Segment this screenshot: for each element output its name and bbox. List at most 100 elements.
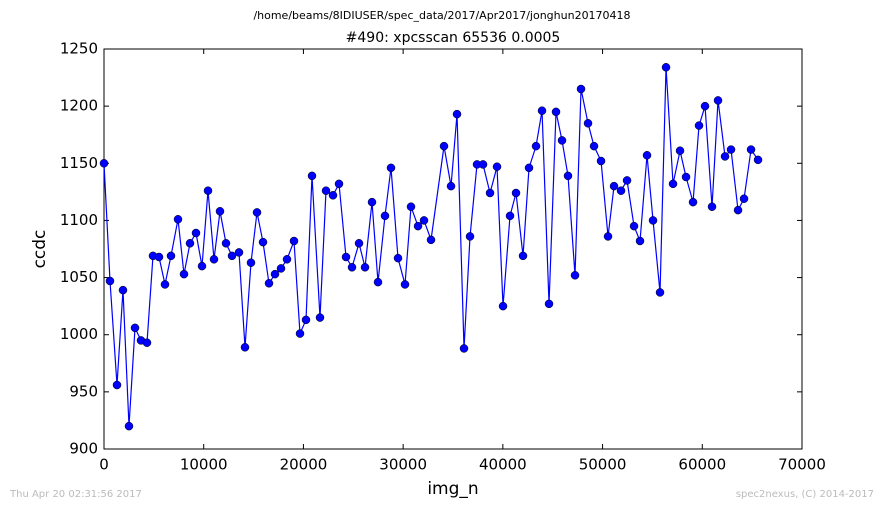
data-point — [531, 141, 541, 151]
data-point — [446, 181, 456, 191]
data-point — [426, 235, 436, 245]
data-point — [629, 221, 639, 231]
data-point — [492, 162, 502, 171]
data-point — [655, 288, 665, 297]
data-point — [452, 109, 462, 119]
x-tick-label: 10000 — [180, 456, 228, 474]
data-point — [570, 271, 580, 280]
data-point — [258, 237, 268, 247]
data-point — [733, 205, 743, 215]
data-point — [270, 269, 280, 279]
data-point — [694, 121, 704, 130]
chart-title: #490: xpcsscan 65536 0.0005 — [346, 30, 561, 46]
data-point — [373, 277, 383, 287]
data-point — [753, 155, 763, 165]
data-point — [537, 106, 547, 115]
data-point — [505, 211, 515, 221]
data-point — [485, 188, 495, 198]
y-tick-label: 1100 — [60, 211, 98, 229]
data-point — [393, 253, 403, 263]
data-point — [282, 255, 292, 264]
x-tick-label: 20000 — [280, 456, 328, 474]
data-point — [413, 221, 423, 231]
data-point — [179, 269, 189, 279]
data-point — [746, 145, 756, 154]
y-tick-label: 1200 — [60, 97, 98, 115]
data-point — [203, 186, 213, 195]
data-point — [234, 248, 244, 257]
x-tick-label: 0 — [99, 456, 109, 474]
x-tick-label: 40000 — [479, 456, 527, 474]
data-point — [563, 171, 573, 181]
footer-right: spec2nexus, (C) 2014-2017 — [736, 489, 874, 500]
x-tick-label: 60000 — [678, 456, 726, 474]
data-point — [419, 216, 429, 225]
data-point — [191, 228, 201, 238]
data-point — [380, 211, 390, 221]
data-line — [103, 67, 759, 427]
x-tick-label: 70000 — [778, 456, 826, 474]
data-point — [105, 276, 115, 286]
data-point — [118, 285, 128, 295]
data-point — [166, 251, 176, 261]
data-point — [583, 119, 593, 128]
data-point — [264, 279, 274, 288]
data-point — [478, 160, 488, 169]
data-point — [276, 264, 286, 273]
data-point — [124, 421, 134, 431]
data-point — [307, 171, 317, 181]
data-point — [609, 181, 619, 191]
data-point — [668, 179, 678, 189]
data-point — [130, 323, 140, 333]
data-point — [648, 216, 658, 225]
data-point — [215, 207, 225, 216]
footer-left: Thu Apr 20 02:31:56 2017 — [9, 489, 142, 500]
data-point — [661, 63, 671, 72]
data-point — [295, 329, 305, 338]
data-point — [707, 202, 717, 211]
x-tick-label: 30000 — [379, 456, 427, 474]
x-axis-label: img_n — [427, 479, 478, 499]
data-point — [209, 255, 219, 264]
data-point — [240, 343, 250, 352]
data-point — [221, 239, 231, 248]
data-point — [160, 280, 170, 289]
data-point — [700, 101, 710, 111]
data-point — [713, 96, 723, 105]
suptitle: /home/beams/8IDIUSER/spec_data/2017/Apr2… — [253, 9, 630, 22]
data-point — [173, 215, 183, 224]
data-point — [551, 107, 561, 117]
data-point — [99, 159, 109, 168]
data-point — [252, 208, 262, 217]
y-tick-label: 900 — [69, 440, 98, 458]
data-point — [524, 163, 534, 173]
data-point — [720, 152, 730, 161]
data-point — [557, 136, 567, 145]
data-point — [315, 313, 325, 322]
data-point — [642, 151, 652, 160]
data-point — [498, 301, 508, 311]
data-point — [360, 263, 370, 272]
data-point — [459, 344, 469, 353]
data-point — [154, 252, 164, 262]
data-point — [439, 141, 449, 151]
data-point — [681, 172, 691, 182]
data-point — [246, 258, 256, 267]
y-tick-label: 950 — [69, 382, 98, 400]
data-point — [354, 239, 364, 248]
data-point — [400, 280, 410, 289]
y-axis-label: ccdc — [30, 230, 50, 269]
x-tick-label: 50000 — [579, 456, 627, 474]
y-tick-label: 1250 — [60, 40, 98, 58]
data-point — [511, 188, 521, 198]
data-point — [328, 191, 338, 200]
data-point — [347, 263, 357, 272]
data-point — [386, 163, 396, 173]
data-point — [112, 380, 122, 390]
data-point — [726, 145, 736, 154]
data-point — [688, 197, 698, 207]
data-point — [518, 251, 528, 261]
data-point — [341, 252, 351, 262]
data-point — [616, 186, 626, 195]
